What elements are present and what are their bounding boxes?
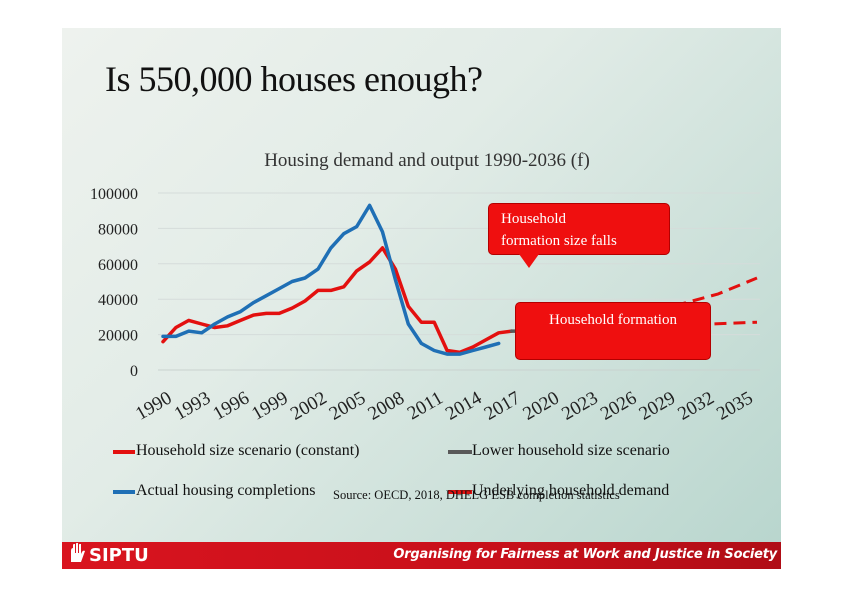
x-tick-label: 2014 xyxy=(442,387,486,424)
callout-household-formation-size-falls: Household formation size falls xyxy=(488,203,670,268)
footer-tagline: Organising for Fairness at Work and Just… xyxy=(393,547,777,562)
series-line-underlying-household-demand xyxy=(161,246,514,355)
y-tick-label: 0 xyxy=(130,363,138,380)
slide-title: Is 550,000 houses enough? xyxy=(105,59,483,99)
x-tick-label: 2032 xyxy=(674,387,717,424)
callout-top-line-2: formation size falls xyxy=(501,233,617,249)
legend-swatch-constant xyxy=(113,450,135,454)
callout-pointer xyxy=(519,254,539,268)
y-axis-ticks: 0 20000 40000 60000 80000 100000 xyxy=(90,186,138,380)
y-tick-label: 60000 xyxy=(98,257,138,274)
x-axis-ticks: 1990199319961999200220052008201120142017… xyxy=(132,387,756,424)
source-note: Source: OECD, 2018, DHELG ESB completion… xyxy=(333,488,620,502)
x-tick-label: 2020 xyxy=(519,387,562,424)
x-tick-label: 1996 xyxy=(210,387,253,424)
legend-label-completions: Actual housing completions xyxy=(136,482,316,499)
legend-label-lower: Lower household size scenario xyxy=(472,442,670,459)
x-tick-label: 1999 xyxy=(248,387,291,424)
legend-swatch-completions xyxy=(113,490,135,494)
x-tick-label: 2023 xyxy=(558,387,601,424)
slide-panel: Is 550,000 houses enough? xyxy=(62,28,781,542)
x-tick-label: 2008 xyxy=(365,387,408,424)
chart-title: Housing demand and output 1990-2036 (f) xyxy=(264,150,590,171)
y-tick-label: 40000 xyxy=(98,292,138,309)
x-tick-label: 1990 xyxy=(132,387,175,424)
y-tick-label: 20000 xyxy=(98,328,138,345)
x-tick-label: 2005 xyxy=(326,387,369,424)
series-line-actual-housing-completions xyxy=(161,203,501,356)
y-tick-label: 80000 xyxy=(98,221,138,238)
legend-label-demand: Underlying household demand xyxy=(472,482,670,499)
legend-label-constant: Household size scenario (constant) xyxy=(136,442,360,459)
x-tick-label: 2026 xyxy=(597,387,640,424)
callout-top-line-1: Household xyxy=(501,211,566,227)
chart-grid xyxy=(158,192,760,371)
hands-logo-icon xyxy=(68,543,86,568)
x-tick-label: 1993 xyxy=(171,387,214,424)
callout-bottom-label: Household formation xyxy=(549,312,677,328)
x-tick-label: 2017 xyxy=(481,387,524,424)
x-tick-label: 2011 xyxy=(404,387,447,424)
logo-text: SIPTU xyxy=(89,545,149,566)
y-tick-label: 100000 xyxy=(90,186,138,203)
legend-swatch-lower xyxy=(448,450,472,454)
siptu-logo: SIPTU xyxy=(68,542,149,569)
legend-swatch-demand xyxy=(448,490,472,494)
x-tick-label: 2029 xyxy=(636,387,679,424)
x-tick-label: 2035 xyxy=(713,387,756,424)
callout-household-formation: Household formation xyxy=(515,302,711,360)
x-tick-label: 2002 xyxy=(287,387,330,424)
footer-banner: SIPTU Organising for Fairness at Work an… xyxy=(62,542,781,569)
